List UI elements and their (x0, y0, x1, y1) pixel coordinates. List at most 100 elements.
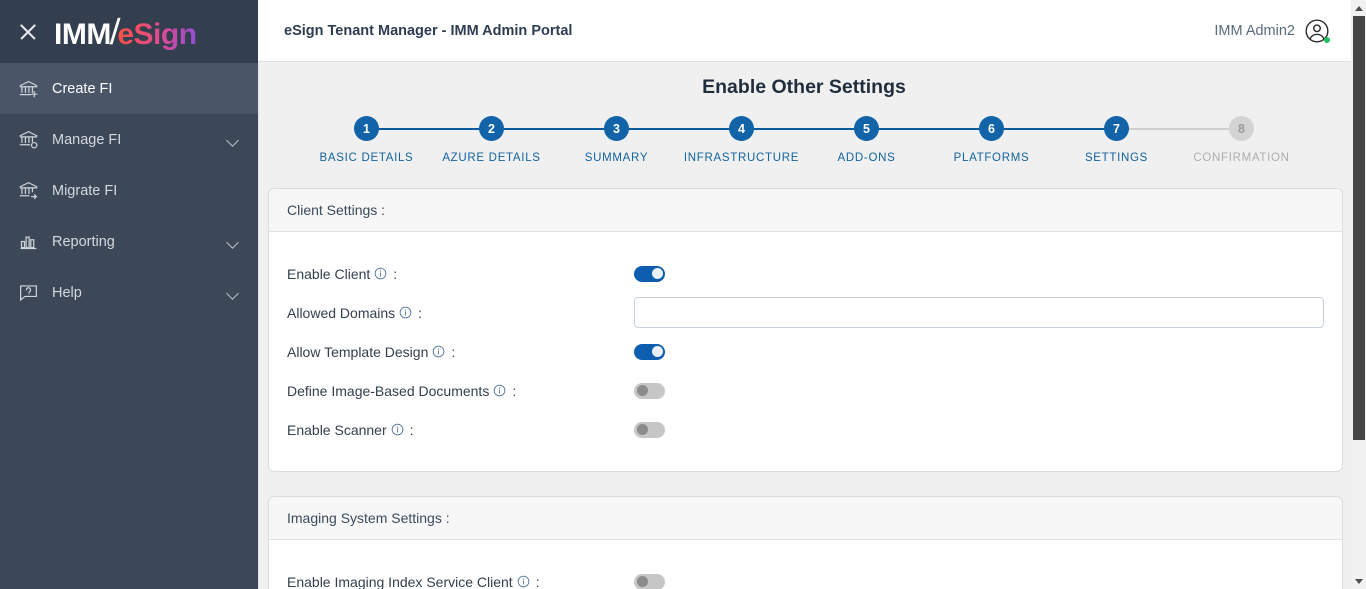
info-icon[interactable] (432, 345, 445, 358)
brand-separator: / (109, 10, 121, 52)
toggle-define-image-based-documents[interactable] (634, 382, 665, 399)
help-chat-icon (18, 282, 52, 303)
row-label: Allowed Domains : (287, 305, 634, 321)
sidebar-item-label: Reporting (52, 233, 115, 250)
sidebar-item-manage-fi[interactable]: Manage FI (0, 114, 258, 165)
panel-imaging-system-settings: Imaging System Settings : Enable Imaging… (268, 496, 1343, 589)
stepper-step-3[interactable]: 3 SUMMARY (554, 116, 742, 164)
chevron-down-icon[interactable] (226, 235, 240, 249)
toggle-knob (636, 385, 648, 396)
scroll-up-arrow-icon[interactable] (1351, 2, 1366, 14)
brand-primary: IMM (54, 17, 111, 51)
row-label: Enable Scanner : (287, 422, 634, 438)
stepper-label: SETTINGS (1084, 152, 1149, 164)
stepper-connector (491, 128, 617, 130)
sidebar-item-label: Help (52, 284, 82, 301)
user-name-label: IMM Admin2 (1214, 22, 1295, 39)
bank-arrow-icon (18, 180, 52, 201)
stepper-connector (1116, 128, 1242, 130)
row-enable-scanner: Enable Scanner : (287, 410, 1324, 449)
sidebar: IMM / eSign Create FI (0, 0, 258, 589)
sidebar-item-create-fi[interactable]: Create FI (0, 63, 258, 114)
panel-heading: Imaging System Settings : (269, 497, 1342, 540)
row-allowed-domains: Allowed Domains : (287, 293, 1324, 332)
info-icon[interactable] (517, 575, 530, 588)
user-circle-icon[interactable] (1304, 18, 1330, 44)
toggle-knob (651, 268, 663, 279)
label-colon: : (535, 573, 540, 589)
page-title: Enable Other Settings (702, 76, 906, 98)
toggle-allow-template-design[interactable] (634, 343, 665, 360)
sidebar-item-migrate-fi[interactable]: Migrate FI (0, 165, 258, 216)
toggle-knob (636, 424, 648, 435)
close-icon[interactable] (18, 22, 38, 42)
row-define-image-based-documents: Define Image-Based Documents : (287, 371, 1324, 410)
row-enable-client: Enable Client : (287, 254, 1324, 293)
scroll-down-arrow-icon[interactable] (1351, 575, 1366, 587)
wizard-stepper: 1 BASIC DETAILS 2 AZURE DETAILS 3 SUMMAR… (304, 116, 1304, 164)
stepper-label: BASIC DETAILS (319, 152, 414, 164)
scrollbar-thumb[interactable] (1353, 16, 1365, 440)
info-icon[interactable] (374, 267, 387, 280)
info-icon[interactable] (391, 423, 404, 436)
stepper-step-7[interactable]: 7 SETTINGS (1054, 116, 1242, 164)
field-label: Enable Client (287, 265, 371, 282)
stepper-label: PLATFORMS (953, 152, 1030, 164)
allowed-domains-input[interactable] (634, 297, 1324, 328)
toggle-enable-client[interactable] (634, 265, 665, 282)
sidebar-item-reporting[interactable]: Reporting (0, 216, 258, 267)
stepper-bubble[interactable]: 3 (604, 116, 629, 141)
stepper-bubble[interactable]: 2 (479, 116, 504, 141)
field-label: Enable Scanner (287, 421, 387, 438)
stepper-bubble[interactable]: 7 (1104, 116, 1129, 141)
stepper-bubble[interactable]: 8 (1229, 116, 1254, 141)
stepper-step-6[interactable]: 6 PLATFORMS (929, 116, 1117, 164)
sidebar-nav: Create FI Manage FI (0, 63, 258, 318)
stepper-step-8[interactable]: 8 CONFIRMATION (1179, 116, 1304, 164)
sidebar-divider (258, 62, 259, 589)
info-icon[interactable] (493, 384, 506, 397)
stepper-label: AZURE DETAILS (442, 152, 541, 164)
scroll-content: Enable Other Settings 1 BASIC DETAILS 2 … (258, 62, 1366, 589)
brand-secondary: eSign (117, 17, 197, 51)
stepper-step-5[interactable]: 5 ADD-ONS (804, 116, 992, 164)
stepper-step-2[interactable]: 2 AZURE DETAILS (429, 116, 617, 164)
chevron-down-icon[interactable] (226, 133, 240, 147)
sidebar-item-label: Migrate FI (52, 182, 118, 199)
panel-client-settings: Client Settings : Enable Client (268, 188, 1343, 472)
chevron-down-icon[interactable] (226, 286, 240, 300)
label-colon: : (451, 343, 456, 360)
stepper-step-4[interactable]: 4 INFRASTRUCTURE (679, 116, 867, 164)
stepper-label: ADD-ONS (837, 152, 896, 164)
page-title-header: eSign Tenant Manager - IMM Admin Portal (284, 22, 573, 39)
toggle-enable-scanner[interactable] (634, 421, 665, 438)
row-label: Define Image-Based Documents : (287, 383, 634, 399)
stepper-connector (991, 128, 1117, 130)
toggle-knob (651, 346, 663, 357)
stepper-bubble[interactable]: 6 (979, 116, 1004, 141)
sidebar-item-label: Create FI (52, 80, 113, 97)
vertical-scrollbar[interactable] (1351, 0, 1366, 589)
stepper-step-1[interactable]: 1 BASIC DETAILS (304, 116, 492, 164)
sidebar-item-help[interactable]: Help (0, 267, 258, 318)
label-colon: : (409, 421, 414, 438)
stepper-bubble[interactable]: 1 (354, 116, 379, 141)
main-area: eSign Tenant Manager - IMM Admin Portal … (258, 0, 1366, 589)
bank-settings-icon (18, 129, 52, 150)
row-label: Allow Template Design : (287, 344, 634, 360)
row-label: Enable Imaging Index Service Client : (287, 574, 634, 589)
stepper-connector (366, 128, 492, 130)
stepper-bubble[interactable]: 4 (729, 116, 754, 141)
field-label: Allowed Domains (287, 304, 396, 321)
toggle-knob (636, 576, 648, 587)
panel-heading: Client Settings : (269, 189, 1342, 232)
info-icon[interactable] (399, 306, 412, 319)
stepper-bubble[interactable]: 5 (854, 116, 879, 141)
toggle-enable-imaging-index-service-client[interactable] (634, 573, 665, 589)
stepper-label: CONFIRMATION (1193, 152, 1290, 164)
header-user-area: IMM Admin2 (1214, 18, 1330, 44)
row-enable-imaging-index-service-client: Enable Imaging Index Service Client : (287, 562, 1324, 589)
stepper-label: INFRASTRUCTURE (683, 152, 800, 164)
stepper-connector (741, 128, 867, 130)
